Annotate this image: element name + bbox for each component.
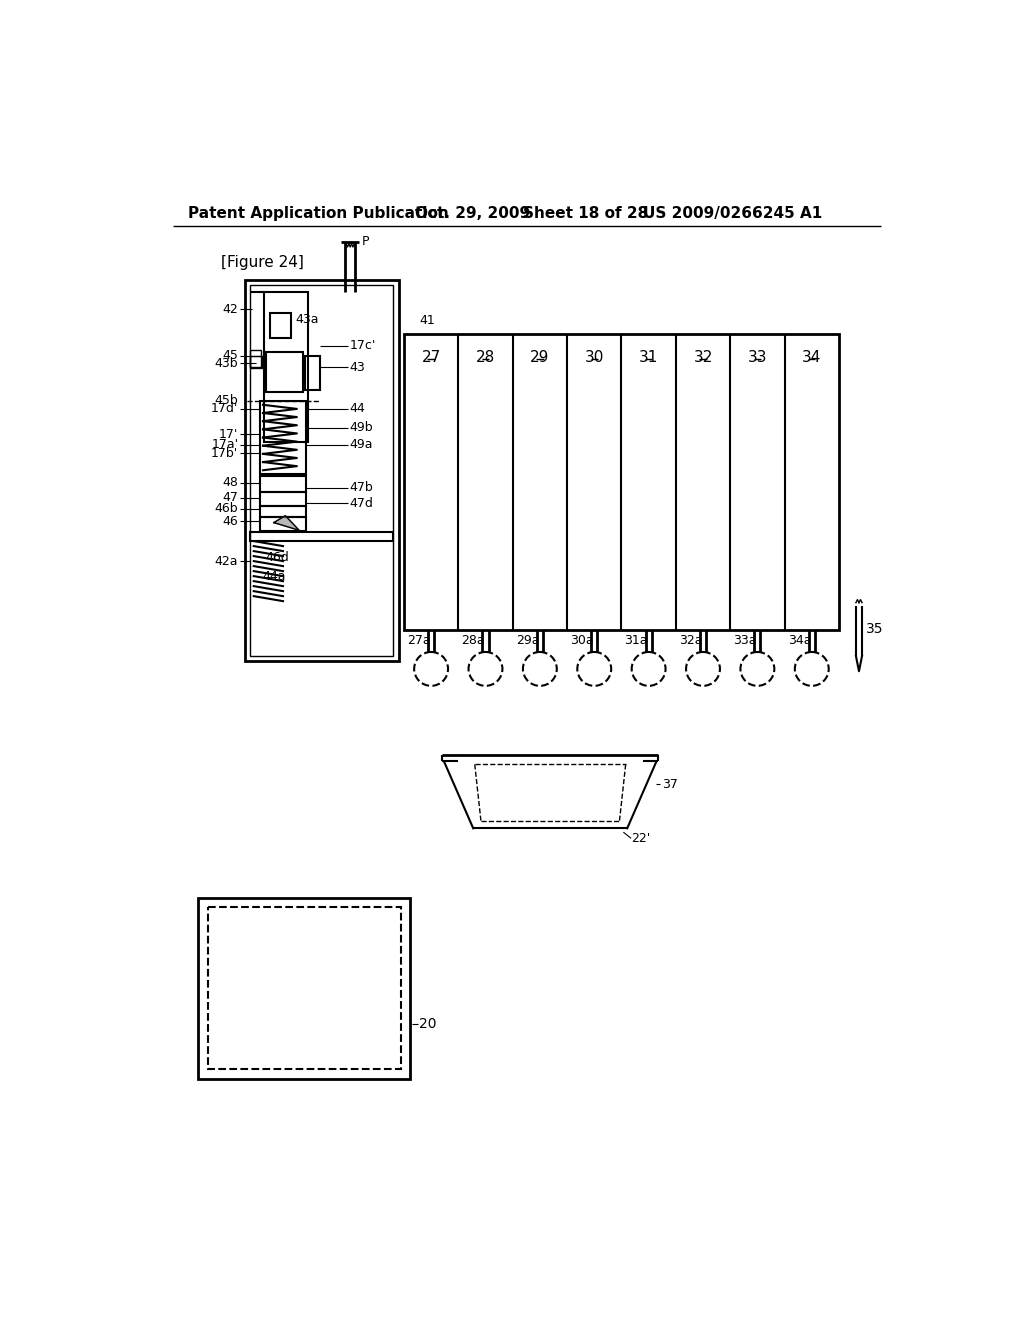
Text: P: P [361, 235, 369, 248]
Text: 32a: 32a [679, 635, 702, 647]
Text: 29: 29 [530, 350, 550, 364]
Bar [304, 355, 319, 391]
Bar [266, 351, 303, 392]
Text: 17b': 17b' [211, 446, 239, 459]
Bar [264, 292, 308, 442]
Text: 32: 32 [693, 350, 713, 364]
Text: 42a: 42a [215, 554, 239, 568]
Text: 20: 20 [419, 1018, 437, 1031]
Text: 22': 22' [631, 832, 650, 845]
Text: 17a': 17a' [211, 438, 239, 451]
Bar [208, 907, 400, 1069]
Polygon shape [273, 516, 299, 531]
Text: 17c': 17c' [349, 339, 376, 352]
Text: 43a: 43a [295, 313, 318, 326]
Text: 46d: 46d [265, 552, 289, 564]
Text: US 2009/0266245 A1: US 2009/0266245 A1 [643, 206, 822, 222]
Text: 28: 28 [476, 350, 496, 364]
Bar [270, 313, 292, 338]
Text: 35: 35 [866, 622, 884, 636]
Bar [250, 285, 393, 656]
Bar [260, 506, 306, 517]
Text: 49a: 49a [349, 438, 373, 451]
Text: 46b: 46b [215, 502, 239, 515]
Text: 47: 47 [222, 491, 239, 504]
Text: 47d: 47d [349, 496, 373, 510]
Text: 45: 45 [222, 348, 239, 362]
Text: 27a: 27a [407, 635, 431, 647]
Bar [260, 477, 306, 492]
Text: [Figure 24]: [Figure 24] [221, 255, 304, 269]
Text: 28a: 28a [462, 635, 485, 647]
Text: 27: 27 [422, 350, 440, 364]
Text: 47b: 47b [349, 482, 373, 495]
Text: 31: 31 [639, 350, 658, 364]
Text: 42: 42 [222, 302, 239, 315]
Text: 30: 30 [585, 350, 604, 364]
Text: 34a: 34a [787, 635, 811, 647]
Text: Oct. 29, 2009: Oct. 29, 2009 [416, 206, 530, 222]
Text: 34: 34 [802, 350, 821, 364]
Text: 37: 37 [662, 777, 678, 791]
Text: 44: 44 [349, 403, 365, 416]
Text: 17': 17' [219, 428, 239, 441]
Text: 48: 48 [222, 477, 239, 490]
Text: Sheet 18 of 28: Sheet 18 of 28 [523, 206, 648, 222]
Text: Patent Application Publication: Patent Application Publication [188, 206, 450, 222]
Bar [260, 492, 306, 506]
Text: 46: 46 [222, 515, 239, 528]
Text: 29a: 29a [516, 635, 540, 647]
Bar [403, 334, 839, 631]
Text: 30a: 30a [570, 635, 594, 647]
Text: 33: 33 [748, 350, 767, 364]
Bar [260, 401, 306, 474]
Text: 31a: 31a [625, 635, 648, 647]
Bar [260, 517, 306, 531]
Text: 41: 41 [419, 314, 435, 326]
Text: 33a: 33a [733, 635, 757, 647]
Bar [245, 280, 398, 661]
Text: 49b: 49b [349, 421, 373, 434]
Bar [199, 898, 410, 1078]
Text: 44a: 44a [262, 570, 286, 583]
Bar [250, 355, 262, 368]
Bar [250, 350, 261, 367]
Text: 43: 43 [349, 360, 365, 374]
Text: 43b: 43b [215, 356, 239, 370]
Text: 45b: 45b [215, 395, 239, 408]
Text: 17d': 17d' [211, 403, 239, 416]
Bar [250, 532, 393, 541]
